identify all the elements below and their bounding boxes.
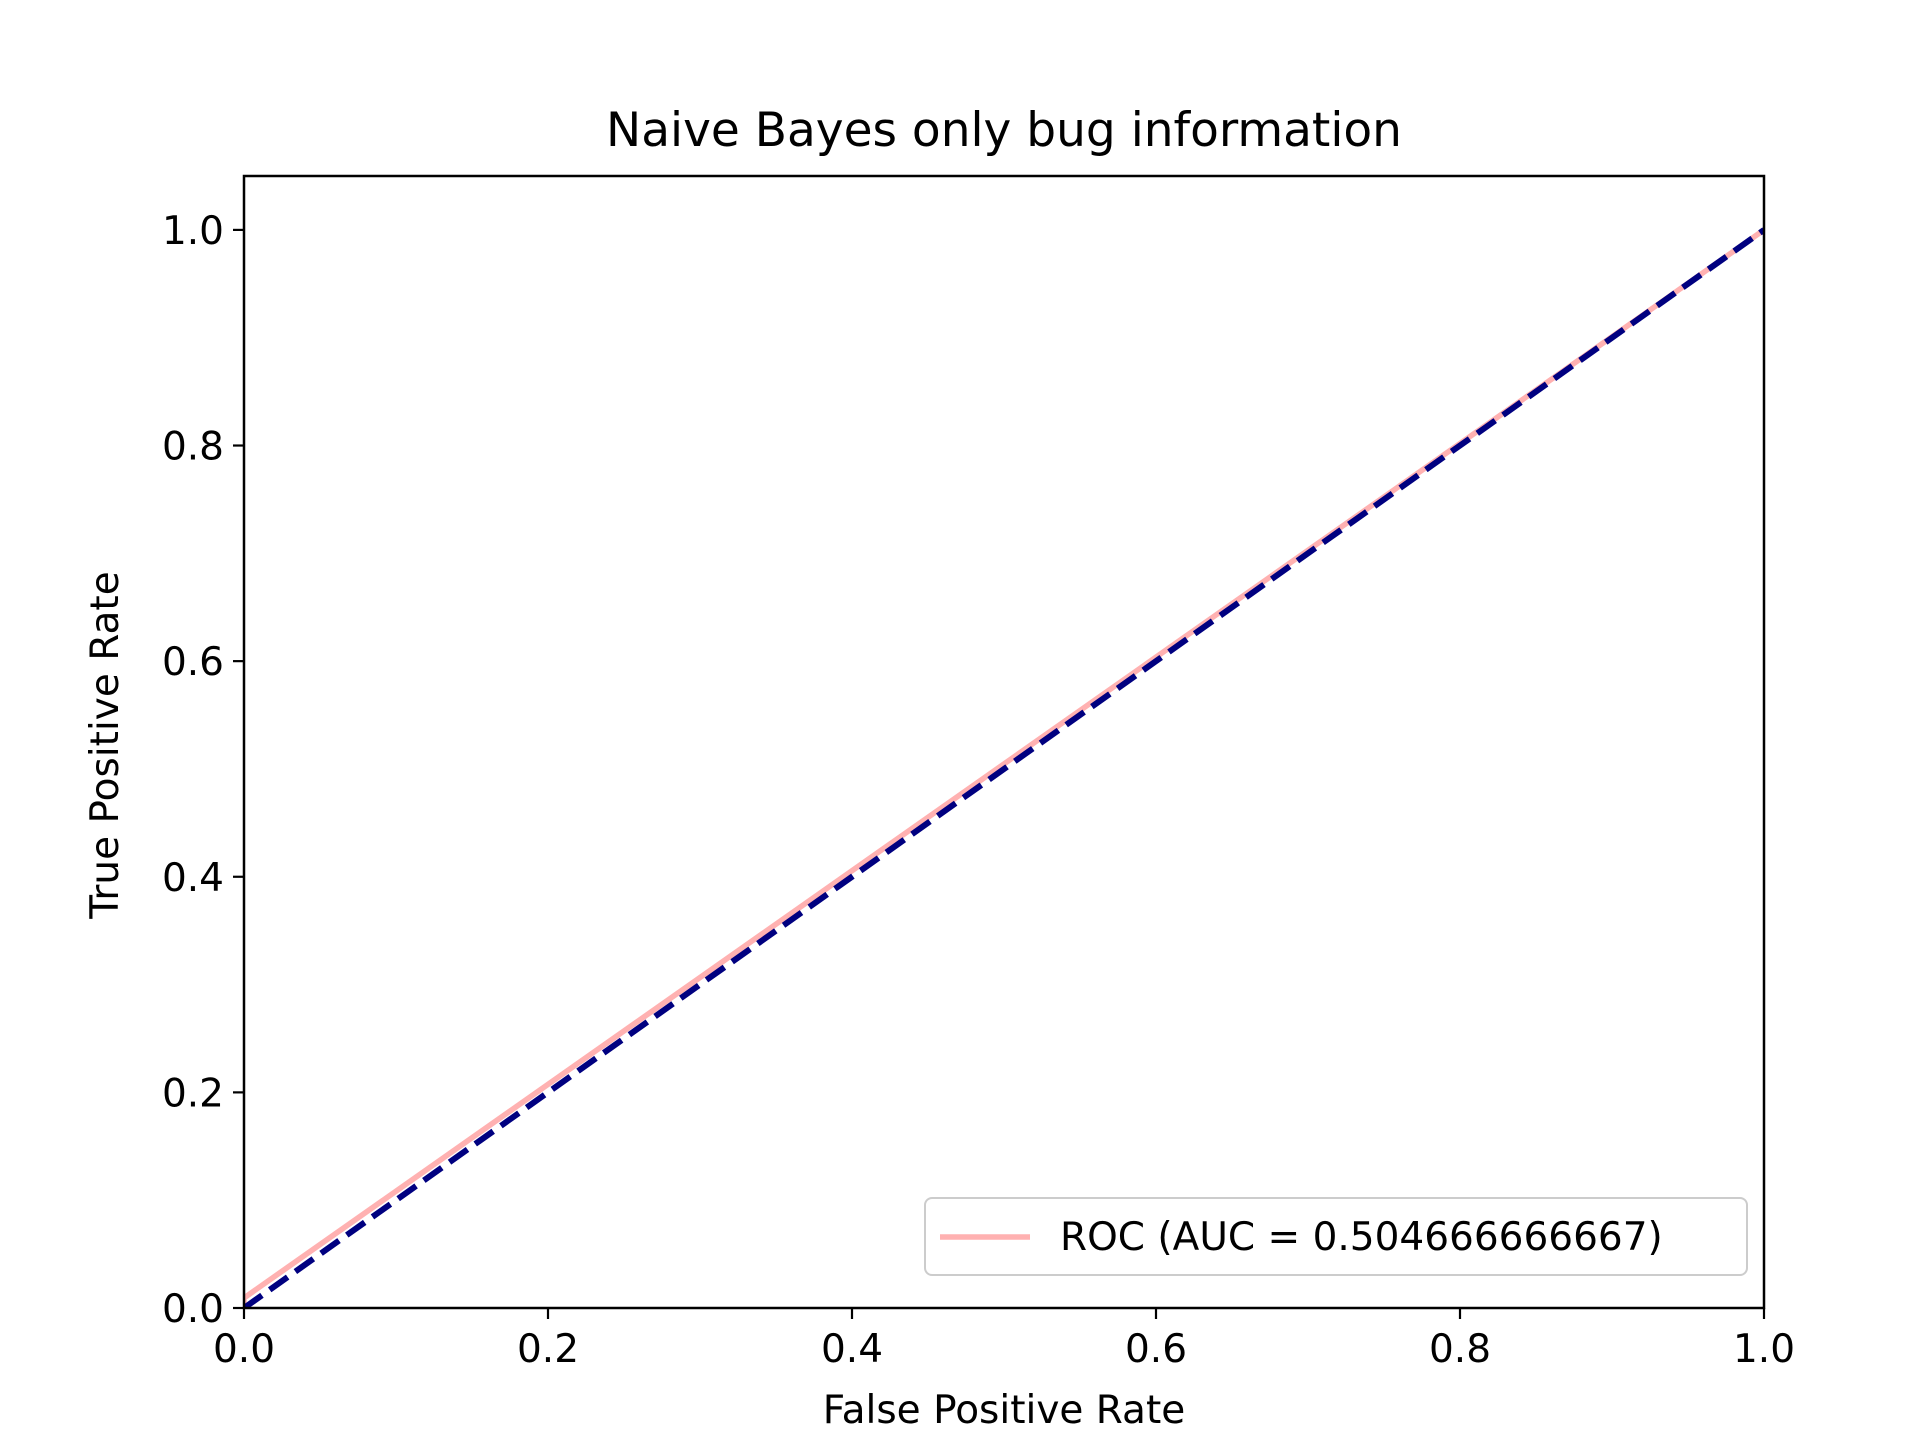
x-tick-label: 0.0 [213, 1327, 275, 1372]
y-tick-label: 0.4 [162, 856, 224, 901]
y-tick-label: 0.0 [162, 1287, 224, 1332]
x-axis-label: False Positive Rate [823, 1388, 1185, 1433]
y-tick-label: 0.8 [162, 425, 224, 470]
legend-box [924, 1197, 1748, 1276]
legend-roc-label: ROC (AUC = 0.504666666667) [1060, 1215, 1663, 1260]
y-tick-label: 1.0 [162, 209, 224, 254]
x-tick-label: 0.4 [821, 1327, 883, 1372]
x-tick-label: 0.2 [517, 1327, 579, 1372]
y-tick-label: 0.6 [162, 640, 224, 685]
chance-diagonal-line [244, 227, 1764, 1308]
plot-area [244, 227, 1764, 1308]
legend: ROC (AUC = 0.504666666667) [924, 1197, 1748, 1276]
y-axis-label: True Positive Rate [83, 571, 128, 919]
x-tick-label: 0.8 [1429, 1327, 1491, 1372]
x-tick-label: 0.6 [1125, 1327, 1187, 1372]
axis-ticks: 0.0 0.2 0.4 0.6 0.8 1.0 0.0 0.2 0.4 0.6 0.8 1.0 [162, 209, 1795, 1372]
y-tick-label: 0.2 [162, 1071, 224, 1116]
chart-title: Naive Bayes only bug information [606, 103, 1402, 158]
x-tick-label: 1.0 [1733, 1327, 1795, 1372]
axes-frame [242, 174, 1766, 1310]
